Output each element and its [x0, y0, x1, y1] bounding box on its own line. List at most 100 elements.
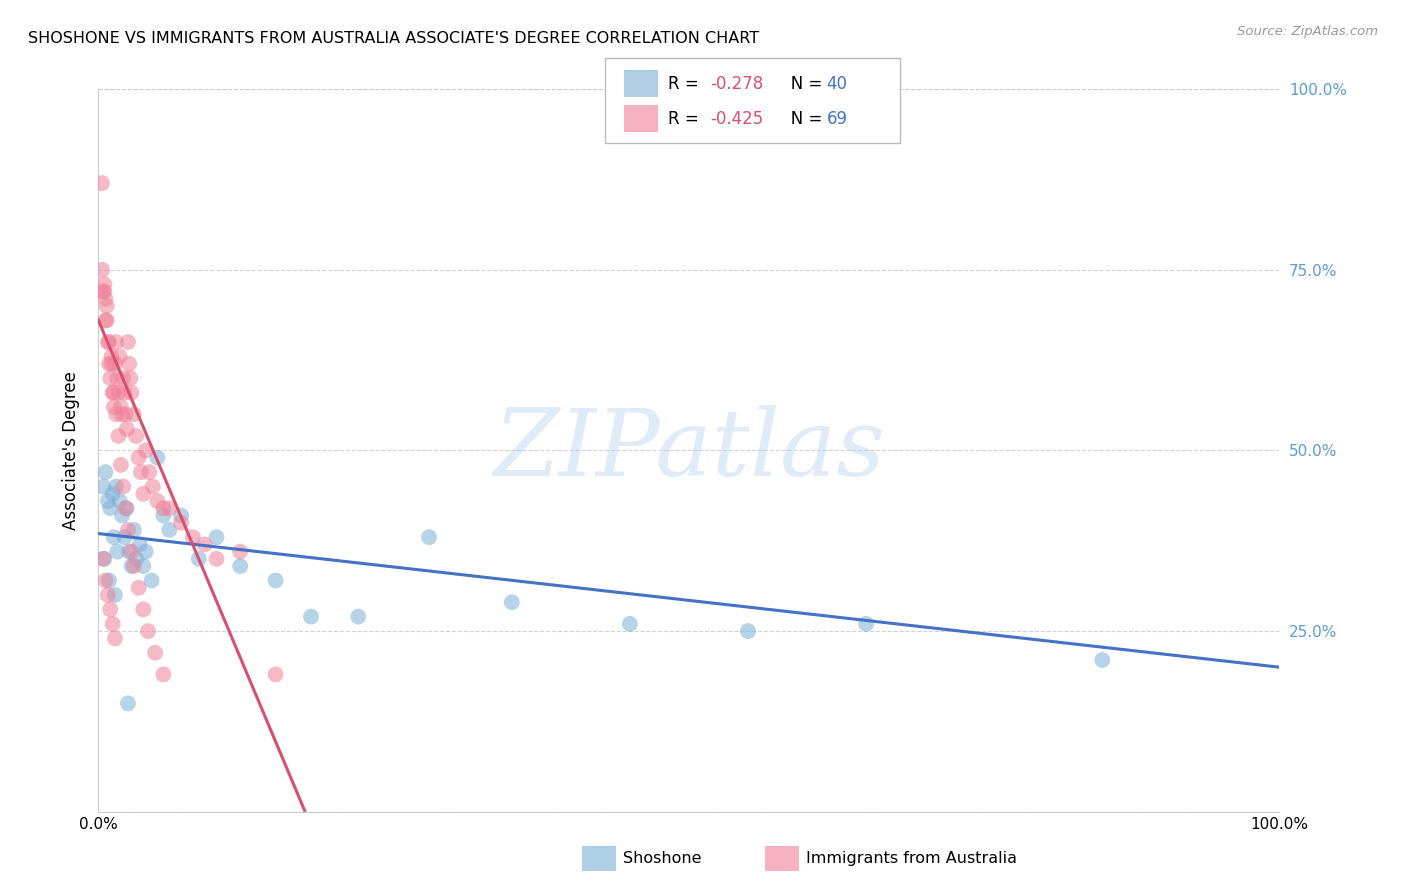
Point: [94, 313, 117, 327]
Text: R =: R =: [668, 110, 704, 128]
Point: [104, 588, 127, 602]
Point: [132, 559, 155, 574]
Point: [114, 407, 136, 421]
Point: [347, 609, 370, 624]
Point: [122, 559, 145, 574]
Text: R =: R =: [668, 75, 704, 93]
Point: [136, 624, 159, 639]
Point: [194, 537, 217, 551]
Point: [132, 487, 155, 501]
Point: [101, 616, 124, 631]
Point: [129, 465, 152, 479]
Point: [121, 559, 143, 574]
Point: [141, 574, 163, 588]
Text: 69: 69: [827, 110, 848, 128]
Point: [112, 371, 135, 385]
Point: [93, 277, 115, 292]
Text: Shoshone: Shoshone: [623, 851, 702, 865]
Point: [229, 544, 252, 558]
Point: [91, 262, 114, 277]
Point: [128, 537, 150, 551]
Point: [98, 334, 121, 349]
Point: [187, 551, 209, 566]
Point: [1091, 653, 1114, 667]
Point: [418, 530, 440, 544]
Point: [105, 544, 128, 558]
Point: [264, 574, 287, 588]
Point: [105, 480, 128, 494]
Point: [94, 465, 117, 479]
Point: [146, 494, 169, 508]
Point: [93, 285, 115, 299]
Point: [122, 523, 145, 537]
Point: [121, 385, 143, 400]
Point: [170, 516, 193, 530]
Point: [112, 385, 135, 400]
Point: [855, 616, 877, 631]
Text: Immigrants from Australia: Immigrants from Australia: [806, 851, 1017, 865]
Point: [142, 480, 165, 494]
Point: [100, 357, 122, 371]
Point: [101, 385, 124, 400]
Point: [98, 602, 121, 616]
Point: [118, 544, 141, 558]
Point: [98, 357, 121, 371]
Point: [112, 480, 135, 494]
Point: [104, 632, 127, 646]
Text: -0.425: -0.425: [710, 110, 763, 128]
Point: [152, 501, 174, 516]
Point: [229, 559, 252, 574]
Point: [98, 501, 121, 516]
Text: -0.278: -0.278: [710, 75, 763, 93]
Point: [112, 530, 135, 544]
Point: [115, 422, 138, 436]
Point: [205, 551, 228, 566]
Point: [103, 400, 125, 414]
Point: [110, 400, 132, 414]
Point: [114, 501, 136, 516]
Point: [125, 551, 148, 566]
Point: [118, 357, 141, 371]
Point: [91, 480, 114, 494]
Text: N =: N =: [775, 110, 827, 128]
Point: [619, 616, 641, 631]
Point: [170, 508, 193, 523]
Point: [101, 487, 124, 501]
Point: [737, 624, 759, 639]
Point: [104, 357, 127, 371]
Point: [157, 523, 180, 537]
Point: [152, 667, 174, 681]
Text: 40: 40: [827, 75, 848, 93]
Point: [146, 450, 169, 465]
Point: [91, 285, 114, 299]
Point: [181, 530, 204, 544]
Point: [96, 299, 118, 313]
Point: [121, 544, 143, 558]
Point: [117, 696, 139, 710]
Point: [264, 667, 287, 681]
Point: [132, 602, 155, 616]
Point: [115, 501, 138, 516]
Point: [157, 501, 180, 516]
Point: [125, 429, 148, 443]
Point: [103, 385, 125, 400]
Text: Source: ZipAtlas.com: Source: ZipAtlas.com: [1237, 25, 1378, 38]
Point: [501, 595, 523, 609]
Point: [105, 407, 128, 421]
Point: [135, 544, 157, 558]
Point: [107, 385, 129, 400]
Point: [117, 523, 139, 537]
Point: [152, 508, 174, 523]
Point: [103, 530, 125, 544]
Point: [128, 581, 150, 595]
Point: [97, 588, 120, 602]
Point: [111, 407, 134, 421]
Point: [122, 407, 145, 421]
Point: [94, 292, 117, 306]
Point: [98, 574, 121, 588]
Point: [96, 313, 118, 327]
Point: [98, 371, 121, 385]
Point: [94, 574, 117, 588]
Point: [97, 494, 120, 508]
Point: [105, 371, 128, 385]
